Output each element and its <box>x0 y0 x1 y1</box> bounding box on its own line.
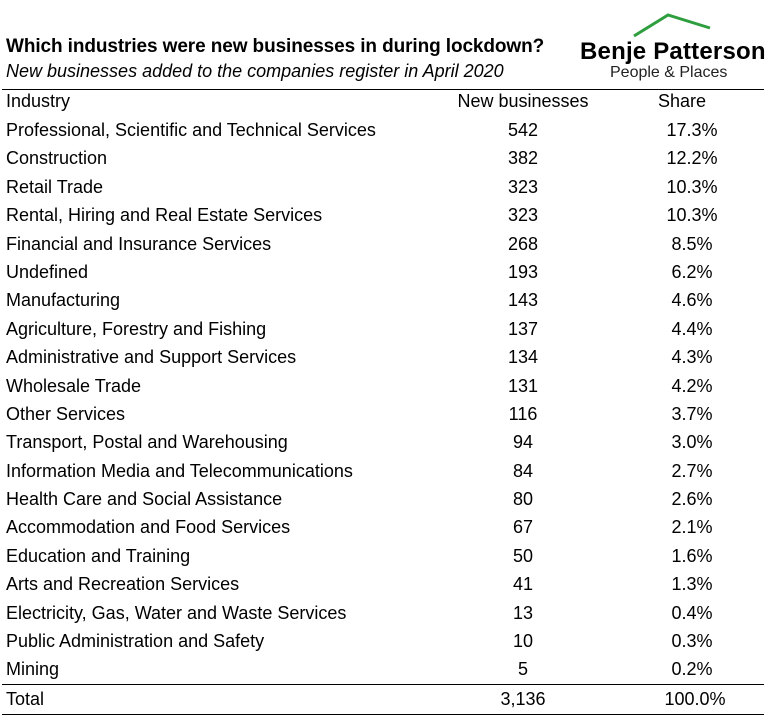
industry-cell: Other Services <box>6 403 126 424</box>
share-cell: 10.3% <box>666 176 718 197</box>
count-cell: 84 <box>512 460 534 481</box>
industry-cell: Rental, Hiring and Real Estate Services <box>6 205 323 226</box>
table-row: Administrative and Support Services 134 4.… <box>2 343 764 371</box>
count-cell: 116 <box>508 403 538 424</box>
table-row: Education and Training 50 1.6% <box>2 542 764 570</box>
count-cell: 323 <box>507 205 539 226</box>
column-header-share: Share <box>657 91 707 111</box>
industry-cell: Professional, Scientific and Technical S… <box>6 120 376 140</box>
column-header-new-businesses: New businesses <box>457 91 589 111</box>
table-row: Public Administration and Safety 10 0.3% <box>2 627 764 655</box>
table-row: Accommodation and Food Services 67 2.1% <box>2 513 764 541</box>
table-row: Health Care and Social Assistance 80 2.6% <box>2 485 764 513</box>
roof-logo-icon <box>633 13 711 38</box>
table-row: Information Media and Telecommunications… <box>2 457 764 485</box>
table-header: Industry New businesses Share <box>2 90 764 114</box>
industry-cell: Financial and Insurance Services <box>6 233 272 254</box>
count-cell: 131 <box>507 375 539 396</box>
industry-cell: Information Media and Telecommunications <box>6 460 353 481</box>
table-row: Manufacturing 143 4.6% <box>2 286 764 314</box>
industry-cell: Accommodation and Food Services <box>6 517 291 538</box>
table-row: Retail Trade 323 10.3% <box>2 173 764 201</box>
share-cell: 3.7% <box>671 403 713 424</box>
share-cell: 0.2% <box>671 659 713 680</box>
share-cell: 4.6% <box>671 290 713 311</box>
share-cell: 2.6% <box>671 489 713 510</box>
logo: Benje Patterson People & Places <box>574 12 766 86</box>
total-row: Total 3,136 100.0% <box>2 683 764 715</box>
chart-subtitle: New businesses added to the companies re… <box>6 61 504 81</box>
count-cell: 134 <box>507 347 539 368</box>
table-row: Rental, Hiring and Real Estate Services 3… <box>2 201 764 229</box>
industry-cell: Retail Trade <box>6 176 104 197</box>
table-row: Transport, Postal and Warehousing 94 3.0% <box>2 428 764 456</box>
count-cell: 382 <box>507 148 539 169</box>
count-cell: 542 <box>507 120 539 140</box>
share-cell: 17.3% <box>666 120 718 140</box>
table-row: Arts and Recreation Services 41 1.3% <box>2 570 764 598</box>
count-cell: 13 <box>512 602 534 623</box>
share-cell: 6.2% <box>671 261 713 282</box>
share-cell: 0.4% <box>671 602 713 623</box>
share-cell: 12.2% <box>666 148 718 169</box>
count-cell: 268 <box>507 233 539 254</box>
count-cell: 137 <box>507 318 539 339</box>
total-label: Total <box>6 688 45 709</box>
logo-name: Benje Patterson <box>580 38 766 65</box>
count-cell: 193 <box>507 261 539 282</box>
count-cell: 41 <box>512 574 534 595</box>
share-cell: 2.1% <box>671 517 713 538</box>
count-cell: 10 <box>512 631 534 652</box>
header-rule <box>2 89 764 90</box>
total-share: 100.0% <box>664 688 726 709</box>
industry-cell: Undefined <box>6 261 89 282</box>
industry-cell: Health Care and Social Assistance <box>6 489 283 510</box>
table-row: Other Services 116 3.7% <box>2 400 764 428</box>
industry-cell: Electricity, Gas, Water and Waste Servic… <box>6 602 347 623</box>
table-row: Professional, Scientific and Technical S… <box>2 116 764 144</box>
industry-cell: Construction <box>6 148 108 169</box>
count-cell: 143 <box>507 290 539 311</box>
table-row: Electricity, Gas, Water and Waste Servic… <box>2 599 764 627</box>
column-header-industry: Industry <box>6 91 71 111</box>
count-cell: 323 <box>507 176 539 197</box>
industry-cell: Agriculture, Forestry and Fishing <box>6 318 267 339</box>
table-body: Professional, Scientific and Technical S… <box>2 116 764 684</box>
share-cell: 8.5% <box>671 233 713 254</box>
industry-cell: Administrative and Support Services <box>6 347 297 368</box>
industry-cell: Public Administration and Safety <box>6 631 265 652</box>
count-cell: 5 <box>517 659 528 680</box>
industry-cell: Manufacturing <box>6 290 121 311</box>
count-cell: 67 <box>512 517 534 538</box>
industry-cell: Transport, Postal and Warehousing <box>6 432 288 453</box>
chart-title: Which industries were new businesses in … <box>6 36 545 57</box>
industry-cell: Wholesale Trade <box>6 375 142 396</box>
table-row: Financial and Insurance Services 268 8.5% <box>2 230 764 258</box>
share-cell: 1.6% <box>671 545 713 566</box>
share-cell: 4.3% <box>671 347 713 368</box>
table-row: Agriculture, Forestry and Fishing 137 4.4% <box>2 315 764 343</box>
data-table: Industry New businesses Share Profession… <box>2 90 764 715</box>
industry-cell: Education and Training <box>6 545 191 566</box>
count-cell: 50 <box>512 545 534 566</box>
share-cell: 4.2% <box>671 375 713 396</box>
table-row: Undefined 193 6.2% <box>2 258 764 286</box>
table-row: Wholesale Trade 131 4.2% <box>2 372 764 400</box>
industry-cell: Mining <box>6 659 60 680</box>
share-cell: 2.7% <box>671 460 713 481</box>
share-cell: 1.3% <box>671 574 713 595</box>
logo-tagline: People & Places <box>610 64 728 81</box>
table-row: Construction 382 12.2% <box>2 144 764 172</box>
industry-cell: Arts and Recreation Services <box>6 574 240 595</box>
share-cell: 0.3% <box>671 631 713 652</box>
share-cell: 4.4% <box>671 318 713 339</box>
share-cell: 10.3% <box>666 205 718 226</box>
table-row: Mining 5 0.2% <box>2 655 764 683</box>
count-cell: 94 <box>512 432 534 453</box>
total-count: 3,136 <box>500 688 546 709</box>
count-cell: 80 <box>512 489 534 510</box>
share-cell: 3.0% <box>671 432 713 453</box>
